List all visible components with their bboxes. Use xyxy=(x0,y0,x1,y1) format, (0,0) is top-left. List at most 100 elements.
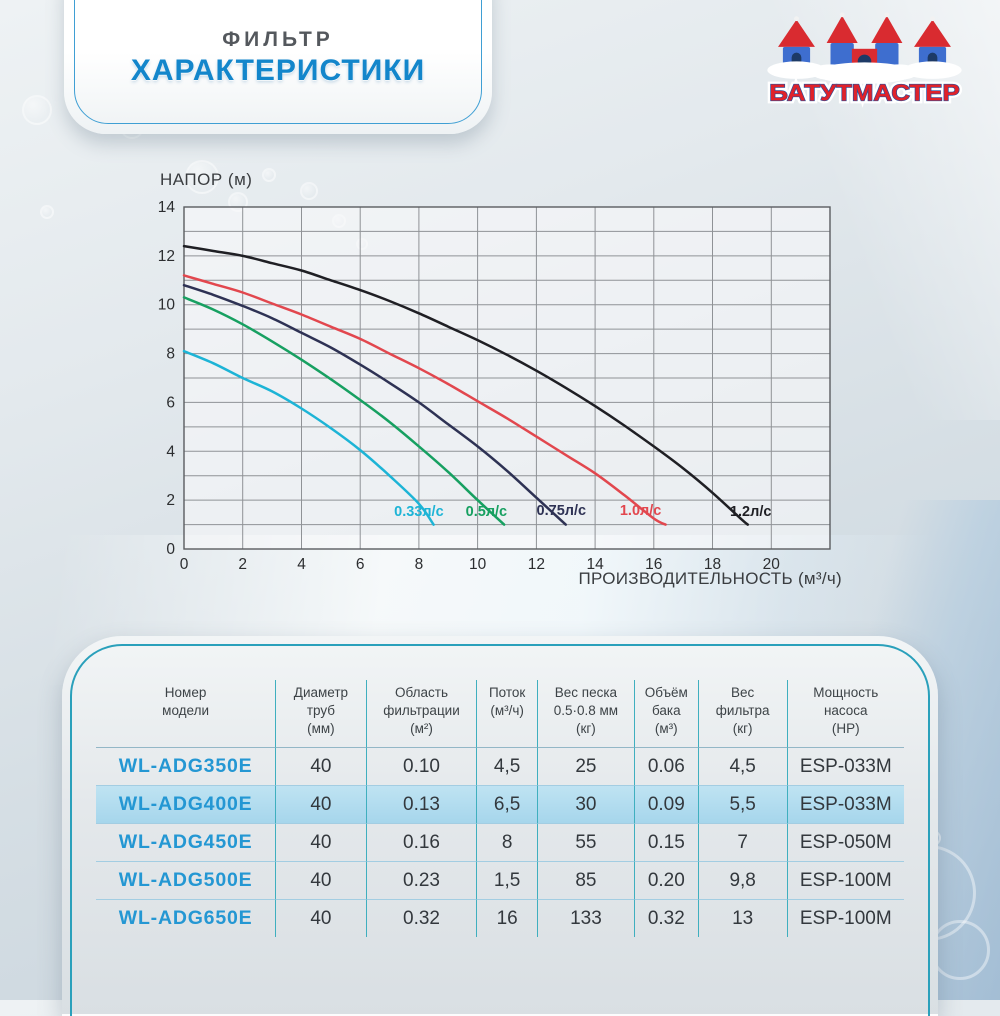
spec-value-cell: 0.32 xyxy=(635,900,699,938)
spec-value-cell: 0.23 xyxy=(366,862,478,901)
svg-text:4: 4 xyxy=(297,556,306,573)
spec-value-cell: 0.20 xyxy=(634,862,699,901)
column-header: Поток (м³/ч) xyxy=(477,680,538,749)
column-header: Мощность насоса (HP) xyxy=(787,680,904,749)
plot-border xyxy=(183,206,831,550)
castle-center xyxy=(826,12,903,69)
svg-text:20: 20 xyxy=(763,556,781,573)
model-cell: WL-ADG350E xyxy=(96,748,277,787)
header-card: ФИЛЬТР ХАРАКТЕРИСТИКИ xyxy=(64,0,492,134)
spec-value-cell: 5,5 xyxy=(698,786,788,825)
x-axis-label: ПРОИЗВОДИТЕЛЬНОСТЬ (м³/ч) xyxy=(578,569,842,588)
column-header: Номер модели xyxy=(96,680,277,749)
model-cell: WL-ADG450E xyxy=(96,824,277,863)
spec-value-cell: 25 xyxy=(537,748,635,787)
model-cell: WL-ADG400E xyxy=(96,786,277,825)
spec-value-cell: 4,5 xyxy=(698,748,788,787)
spec-value-cell: 7 xyxy=(698,824,788,863)
spec-value-cell: 9,8 xyxy=(698,862,788,901)
column-header: Область фильтрации (м²) xyxy=(366,680,478,749)
svg-text:0: 0 xyxy=(180,556,189,573)
spec-value-cell: 133 xyxy=(538,900,635,938)
header-card-border xyxy=(74,0,482,124)
curve-1.0л/с xyxy=(182,274,667,526)
spec-value-cell: 0.15 xyxy=(634,824,699,863)
svg-text:6: 6 xyxy=(166,394,175,411)
water-splash-decoration xyxy=(930,920,990,980)
spec-table: Номер модели Диаметр труб (мм) Область фил… xyxy=(96,680,904,938)
y-axis-label: НАПОР (м) xyxy=(160,170,253,189)
curve-0.5л/с xyxy=(182,296,506,526)
spec-value-cell: 40 xyxy=(276,900,367,938)
curve-1.2л/с xyxy=(182,244,750,526)
chart-plot-area: 0 2 4 6 8 10 12 14 16 18 20 0 2 4 6 8 10 12 14 0.33л/с 0.5л/… xyxy=(158,199,831,573)
bubble-decoration xyxy=(22,95,52,125)
spec-value-cell: 0.10 xyxy=(366,748,478,787)
logo-text-glow: БАТУТМАСТЕР xyxy=(769,79,959,105)
spec-value-cell: 85 xyxy=(537,862,635,901)
spec-value-cell: 40 xyxy=(276,862,367,901)
bubble-decoration xyxy=(262,168,276,182)
spec-value-cell: 40 xyxy=(276,786,367,825)
spec-value-cell: 13 xyxy=(699,900,788,938)
svg-text:16: 16 xyxy=(645,556,662,573)
bubble-decoration xyxy=(185,160,219,194)
curve-0.75л/с xyxy=(182,283,567,526)
svg-text:8: 8 xyxy=(415,556,424,573)
svg-text:12: 12 xyxy=(528,556,545,573)
spec-value-cell: 0.09 xyxy=(634,786,699,825)
pump-performance-chart: НАПОР (м) 0 2 4 6 8 10 12 14 16 18 20 0 2 4 6 8 10 12 14 0.… xyxy=(150,165,850,605)
svg-text:8: 8 xyxy=(166,346,175,363)
spec-value-cell: 40 xyxy=(276,748,367,787)
svg-text:6: 6 xyxy=(356,556,365,573)
svg-text:10: 10 xyxy=(158,297,176,314)
curve-label-1.2л/с: 1.2л/с xyxy=(730,504,771,520)
bubble-decoration xyxy=(300,182,318,200)
svg-text:14: 14 xyxy=(158,199,176,216)
curve-label-0.5л/с: 0.5л/с xyxy=(466,504,507,520)
spec-value-cell: ESP-033M xyxy=(787,748,904,787)
spec-value-cell: ESP-100M xyxy=(787,862,904,901)
spec-table-card: Номер модели Диаметр труб (мм) Область фил… xyxy=(62,636,938,1016)
column-header: Вес песка 0.5·0.8 мм (кг) xyxy=(537,680,635,749)
spec-value-cell: 0.13 xyxy=(366,786,478,825)
svg-text:4: 4 xyxy=(166,443,175,460)
model-cell: WL-ADG500E xyxy=(96,862,277,901)
svg-text:14: 14 xyxy=(586,556,604,573)
spec-value-cell: 40 xyxy=(276,824,367,863)
column-header: Объём бака (м³) xyxy=(634,680,699,749)
bubble-decoration xyxy=(40,205,54,219)
svg-text:12: 12 xyxy=(158,248,175,265)
model-cell: WL-ADG650E xyxy=(96,900,277,938)
x-tick-labels: 0 2 4 6 8 10 12 14 16 18 20 xyxy=(180,556,781,573)
svg-text:0: 0 xyxy=(166,541,175,558)
column-header: Диаметр труб (мм) xyxy=(276,680,367,749)
column-header: Вес фильтра (кг) xyxy=(698,680,788,749)
spec-value-cell: 1,5 xyxy=(477,862,538,901)
spec-value-cell: ESP-050M xyxy=(787,824,904,863)
spec-value-cell: 16 xyxy=(477,900,538,938)
svg-text:10: 10 xyxy=(469,556,487,573)
page-title: ХАРАКТЕРИСТИКИ xyxy=(130,54,426,87)
spec-value-cell: 4,5 xyxy=(477,748,538,787)
curve-label-1.0л/с: 1.0л/с xyxy=(620,503,661,519)
spec-value-cell: ESP-033M xyxy=(787,786,904,825)
clouds xyxy=(767,61,962,84)
spec-value-cell: 0.16 xyxy=(366,824,478,863)
spec-value-cell: 6,5 xyxy=(477,786,538,825)
spec-value-cell: ESP-100M xyxy=(799,907,892,929)
svg-text:2: 2 xyxy=(238,556,247,573)
spec-value-cell: 0.06 xyxy=(634,748,699,787)
svg-text:18: 18 xyxy=(704,556,721,573)
spec-value-cell: 30 xyxy=(537,786,635,825)
curve-0.33л/с xyxy=(182,349,435,526)
spec-value-cell: 0.32 xyxy=(367,900,478,938)
table-card-border xyxy=(70,644,930,1016)
curve-label-0.75л/с: 0.75л/с xyxy=(537,503,587,519)
y-tick-labels: 0 2 4 6 8 10 12 14 xyxy=(158,199,176,558)
spec-value-cell: 8 xyxy=(477,824,538,863)
logo-text: БАТУТМАСТЕР xyxy=(769,79,959,105)
svg-text:2: 2 xyxy=(166,492,175,509)
spec-value-cell: 55 xyxy=(537,824,635,863)
